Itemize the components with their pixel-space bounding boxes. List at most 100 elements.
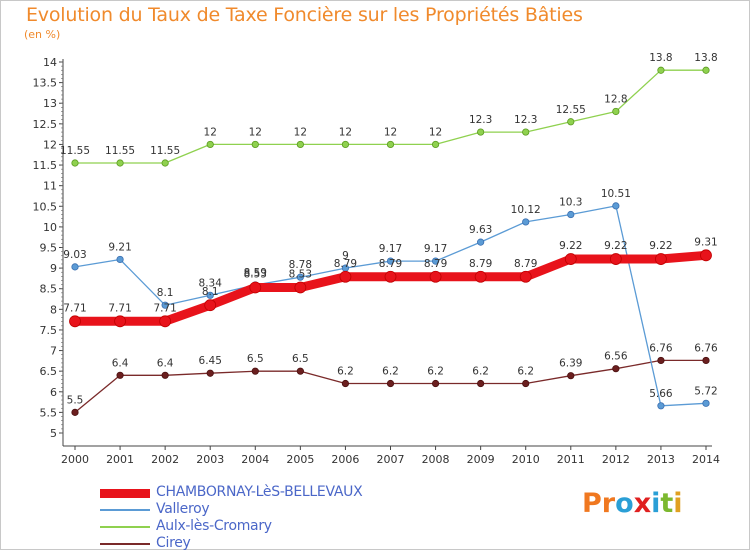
data-label: 6.2 [472,366,489,378]
series-3 [71,356,710,416]
data-point [702,66,710,74]
legend-label: Valleroy [156,501,210,517]
data-label: 8.79 [514,258,537,270]
data-point [612,107,620,116]
legend-swatch [100,526,150,528]
data-point [116,159,124,167]
y-tick-label: 5.5 [40,406,58,419]
data-label: 6.2 [427,366,444,378]
series-0 [69,249,712,328]
logo-letter: i [673,488,683,519]
y-tick-label: 13 [43,97,57,110]
data-point [429,270,442,283]
data-label: 6.76 [649,342,673,354]
series-1 [71,202,710,410]
data-label: 8.53 [244,268,267,280]
data-label: 10.51 [601,188,631,200]
data-point [116,371,124,379]
data-label: 6.45 [199,355,222,367]
data-point [294,281,307,294]
x-tick-label: 2014 [692,453,720,466]
data-point [386,140,395,149]
data-point [71,159,79,167]
data-label: 8.78 [289,259,312,271]
data-label: 6.5 [292,353,309,365]
data-point [386,257,395,265]
logo-letter: r [601,488,616,519]
proxiti-logo: Proxiti [582,488,683,519]
legend-swatch [100,489,150,498]
data-label: 6.56 [604,351,628,363]
data-label: 9.17 [424,243,447,255]
legend-swatch [100,543,150,545]
data-label: 8.1 [157,287,174,299]
data-label: 13.8 [694,52,717,64]
legend-label: Aulx-lès-Cromary [156,518,272,534]
data-label: 9.22 [559,240,582,252]
data-label: 6.4 [112,357,129,369]
y-tick-label: 7 [50,345,57,358]
data-point [564,253,577,265]
y-tick-label: 9 [50,262,57,275]
data-point [206,291,214,299]
data-label: 12 [339,126,352,138]
data-point [431,379,440,388]
data-point [477,379,485,388]
logo-letter: o [615,488,634,519]
x-tick-label: 2007 [377,453,405,466]
data-point [386,379,395,388]
x-tick-label: 2002 [151,453,179,466]
x-tick-label: 2000 [61,453,89,466]
data-point [249,281,262,294]
data-label: 7.71 [153,302,176,314]
data-point [206,140,214,149]
y-tick-label: 8.5 [40,283,58,296]
data-label: 9.31 [694,236,717,248]
y-tick-label: 6.5 [40,365,58,378]
data-point [114,315,126,328]
legend-label: CHAMBORNAY-LèS-BELLEVAUX [156,484,363,500]
data-label: 8.53 [289,268,312,280]
data-label: 9.63 [469,224,492,236]
y-tick-label: 11.5 [33,159,58,172]
data-point [161,301,169,309]
data-label: 8.79 [424,258,447,270]
data-point [161,371,169,379]
data-label: 11.55 [105,145,135,157]
y-tick-label: 14 [43,56,57,69]
x-tick-label: 2003 [196,453,224,466]
y-tick-label: 5 [50,427,57,440]
series-layer [69,66,712,416]
data-label: 11.55 [150,145,180,157]
data-point [567,210,575,219]
data-label: 12.3 [514,114,537,126]
data-label: 6.39 [559,358,582,370]
data-point [657,402,665,410]
x-tick-label: 2006 [331,453,359,466]
y-tick-label: 12 [43,138,57,151]
data-label: 8.79 [334,258,357,270]
y-tick-label: 12.5 [33,118,58,131]
data-label: 12.8 [604,93,627,105]
y-tick-label: 8 [50,303,57,316]
data-point [341,140,350,149]
data-label: 5.72 [694,385,717,397]
data-point [474,270,487,283]
y-tick-label: 6 [50,386,57,399]
data-label: 8.34 [199,277,223,289]
data-label: 7.71 [108,302,131,314]
x-tick-label: 2004 [241,453,269,466]
data-label: 9.22 [649,240,672,252]
data-point [296,367,304,375]
data-point [655,253,667,265]
logo-letter: x [633,488,652,519]
data-point [609,253,622,265]
x-tick-label: 2001 [106,453,134,466]
x-tick-label: 2012 [602,453,630,466]
data-point [341,379,350,388]
data-point [69,315,81,328]
legend-swatch [100,509,150,511]
data-point [522,379,530,388]
data-label: 12 [429,126,442,138]
